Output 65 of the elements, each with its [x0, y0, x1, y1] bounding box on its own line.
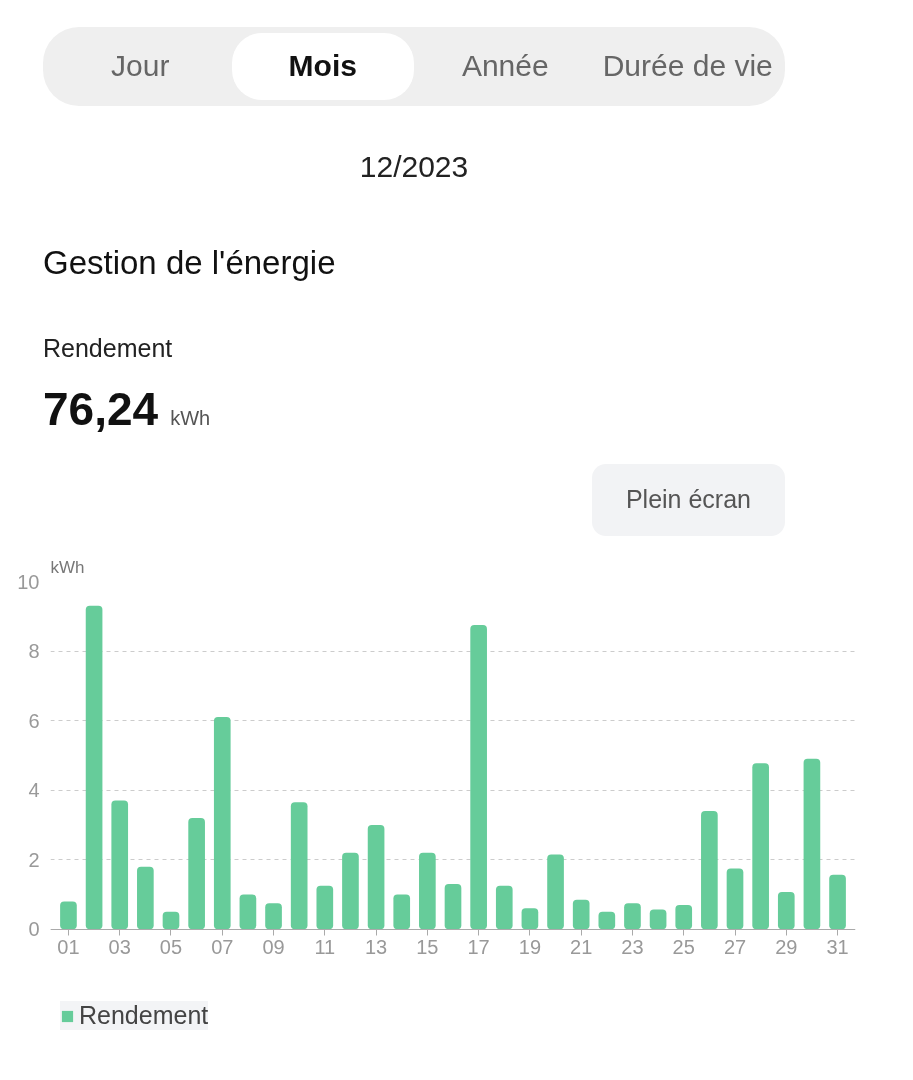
x-tick-label: 15 — [416, 936, 439, 959]
bar — [393, 894, 411, 930]
text: Durée de vie — [601, 48, 774, 84]
bar — [239, 894, 257, 930]
y-tick-label: 0 — [28, 918, 40, 941]
bar — [547, 854, 564, 930]
bar — [752, 763, 769, 930]
bar — [137, 866, 154, 930]
y-tick-label: 4 — [28, 779, 40, 802]
text: Rendement — [43, 332, 174, 364]
y-tick-label: 6 — [28, 709, 40, 732]
bar — [111, 800, 129, 930]
x-tick-label: 03 — [108, 936, 131, 959]
x-tick-label: 17 — [467, 936, 490, 959]
y-tick-label: 8 — [28, 640, 40, 663]
bar — [265, 903, 282, 930]
bar — [495, 885, 513, 930]
bar — [829, 874, 846, 930]
bar — [316, 885, 334, 930]
text: Plein écran — [591, 464, 785, 536]
x-tick-label: 23 — [621, 936, 644, 959]
y-tick-label: 10 — [17, 570, 40, 593]
y-axis-title: kWh — [50, 557, 85, 577]
x-tick-label: 21 — [570, 936, 593, 959]
text: Jour — [110, 48, 171, 84]
bar — [701, 811, 718, 930]
bar — [444, 884, 462, 930]
bar — [213, 717, 231, 930]
x-tick-label: 05 — [159, 936, 183, 959]
chart-title: Gestion de l'énergie — [43, 242, 337, 283]
x-tick-label: 31 — [826, 936, 849, 959]
bar — [726, 868, 744, 930]
bar — [419, 852, 436, 930]
bar — [470, 624, 487, 930]
x-tick-label: 29 — [775, 936, 798, 959]
text: kWh — [170, 406, 211, 429]
bar — [624, 903, 641, 930]
x-tick-label: 01 — [57, 936, 80, 959]
legend-label: Rendement — [79, 1001, 209, 1030]
bar — [649, 909, 667, 930]
x-tick-label: 13 — [364, 936, 388, 959]
bar — [777, 892, 795, 930]
x-tick-label: 09 — [262, 936, 285, 959]
bar — [675, 904, 693, 930]
bar — [521, 908, 539, 930]
y-tick-label: 2 — [28, 848, 40, 871]
bar — [367, 824, 385, 930]
bar — [342, 852, 359, 930]
bar — [60, 901, 77, 930]
bar — [85, 605, 103, 930]
bar — [290, 802, 308, 930]
bar — [598, 911, 616, 930]
text: 76,24 — [43, 382, 159, 435]
text: Mois — [231, 33, 414, 100]
text: Année — [460, 48, 550, 84]
x-tick-label: 07 — [211, 936, 234, 959]
bar — [803, 758, 821, 930]
bar — [188, 817, 205, 930]
x-tick-label: 11 — [314, 936, 336, 959]
x-tick-label: 27 — [723, 936, 747, 959]
bar — [162, 911, 180, 930]
x-tick-label: 25 — [672, 936, 695, 959]
bar — [572, 899, 590, 930]
text: 12/2023 — [358, 148, 470, 185]
x-tick-label: 19 — [518, 936, 542, 959]
